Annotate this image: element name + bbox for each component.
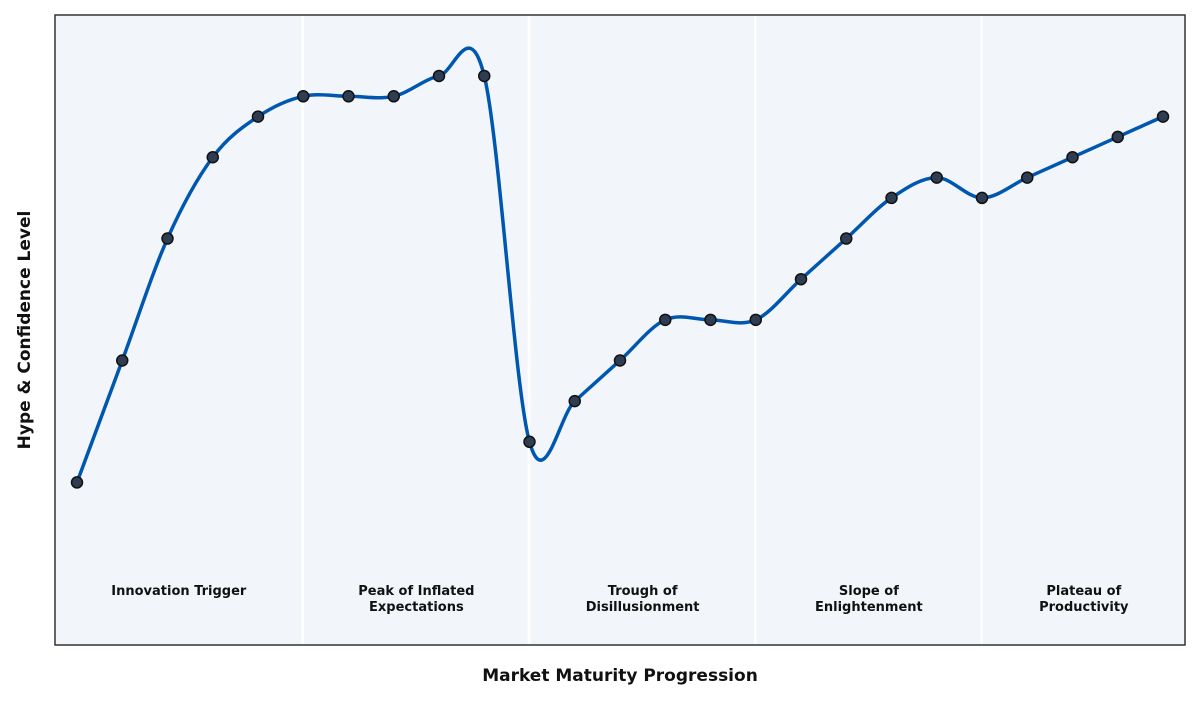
data-point <box>930 171 943 184</box>
data-point <box>659 313 672 327</box>
data-point <box>523 435 536 449</box>
data-point <box>251 110 265 123</box>
data-point <box>297 90 310 103</box>
data-point <box>794 272 808 286</box>
phase-label: Innovation Trigger <box>111 584 247 599</box>
data-point <box>70 476 84 489</box>
y-axis-label: Hype & Confidence Level <box>15 211 35 450</box>
x-axis-label: Market Maturity Progression <box>482 666 758 686</box>
phase-label: Productivity <box>1039 600 1129 615</box>
data-point <box>885 191 898 205</box>
data-point <box>161 232 174 245</box>
phase-label: Enlightenment <box>815 600 923 615</box>
data-point <box>116 354 129 367</box>
phase-label: Trough of <box>608 584 678 599</box>
data-point <box>1111 130 1124 144</box>
phase-label: Plateau of <box>1046 584 1121 599</box>
plot-frame <box>54 14 1186 646</box>
data-point <box>1156 110 1170 123</box>
data-point <box>975 191 989 205</box>
phase-label: Disillusionment <box>586 600 700 615</box>
data-point <box>704 313 717 327</box>
data-markers <box>70 69 1170 489</box>
data-point <box>342 90 355 103</box>
data-point <box>613 354 627 367</box>
data-point <box>387 90 400 103</box>
phase-labels: Innovation Trigger Peak of InflatedExpect… <box>111 584 1129 615</box>
data-point <box>840 232 853 245</box>
phase-label: Slope of <box>839 584 899 599</box>
phase-label: Expectations <box>369 600 464 615</box>
data-point <box>1021 171 1034 184</box>
data-point <box>206 151 219 164</box>
data-point <box>1066 151 1079 164</box>
data-point <box>432 69 446 83</box>
data-point <box>749 313 762 327</box>
data-point <box>478 69 491 83</box>
phase-separators <box>301 16 983 644</box>
series-line <box>75 46 1164 484</box>
data-point <box>568 394 581 408</box>
plot-background <box>55 15 1185 645</box>
phase-label: Peak of Inflated <box>358 584 474 599</box>
